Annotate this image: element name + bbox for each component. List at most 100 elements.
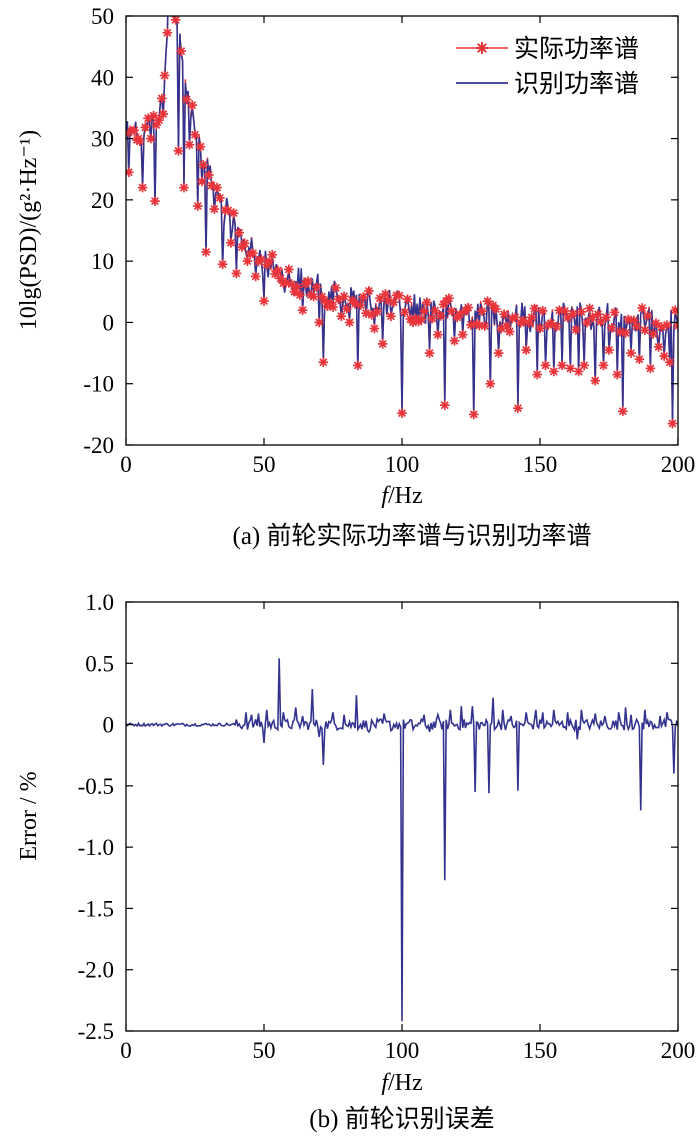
chart-a-ytick-label: -20 <box>83 433 114 458</box>
marker-actual-point <box>466 320 476 330</box>
marker-actual-point <box>314 317 324 328</box>
marker-actual-point <box>435 311 446 321</box>
chart-b-xlabel-var: f <box>381 1070 391 1096</box>
chart-a-axes: 0 50 100 150 200 -20 -10 0 10 20 30 40 50 <box>83 4 695 477</box>
marker-actual-point <box>573 366 584 377</box>
chart-a-xtick-label: 200 <box>661 452 696 477</box>
series-error-line <box>126 658 678 1022</box>
marker-actual-point <box>209 204 220 214</box>
chart-b-ylabel: Error / % <box>16 771 42 860</box>
chart-a-xtick-label: 0 <box>120 452 132 477</box>
marker-actual-point <box>342 303 352 314</box>
chart-a-plot-area <box>126 16 678 429</box>
marker-actual-point <box>318 357 329 368</box>
chart-b-ytick-label: -0.5 <box>78 774 114 799</box>
marker-actual-point <box>369 323 380 334</box>
marker-actual-point <box>292 282 302 292</box>
chart-a-caption: (a) 前轮实际功率谱与识别功率谱 <box>233 522 592 550</box>
marker-actual-point <box>170 16 181 25</box>
marker-actual-point <box>344 317 355 328</box>
marker-actual-point <box>642 310 653 321</box>
marker-actual-point <box>179 182 189 193</box>
marker-actual-point <box>612 369 623 380</box>
marker-actual-point <box>444 293 454 304</box>
marker-actual-point <box>601 312 612 323</box>
chart-a-xlabel-unit: /Hz <box>388 483 423 509</box>
marker-actual-point <box>648 329 658 339</box>
chart-b-ytick-label: 0 <box>103 713 115 738</box>
marker-actual-point <box>606 322 617 333</box>
marker-actual-point <box>499 309 509 320</box>
marker-actual-point <box>584 303 595 314</box>
marker-actual-point <box>504 326 515 337</box>
marker-actual-point <box>446 306 457 317</box>
chart-a-ytick-label: 10 <box>91 249 114 274</box>
marker-actual-point <box>336 311 347 322</box>
marker-actual-point <box>468 409 479 420</box>
marker-actual-point <box>604 345 614 355</box>
marker-actual-point <box>176 46 186 56</box>
marker-actual-point <box>311 282 322 293</box>
marker-actual-point <box>386 311 396 322</box>
marker-actual-point <box>137 182 148 193</box>
chart-b-xtick-label: 150 <box>523 1038 558 1063</box>
marker-actual-point <box>187 100 198 110</box>
marker-actual-point <box>549 366 559 377</box>
marker-actual-point <box>295 290 305 300</box>
marker-actual-point <box>565 363 576 374</box>
marker-actual-point <box>297 305 308 315</box>
marker-actual-point <box>562 312 573 323</box>
chart-b-xlabel: f/Hz <box>381 1070 422 1096</box>
marker-actual-point <box>259 296 269 306</box>
marker-actual-point <box>664 357 675 368</box>
marker-actual-point <box>159 70 170 81</box>
marker-actual-point <box>231 268 242 279</box>
marker-actual-point <box>667 418 678 429</box>
marker-actual-point <box>173 146 184 156</box>
marker-actual-point <box>482 296 493 307</box>
chart-a-xlabel-var: f <box>381 483 391 509</box>
chart-b-xtick-label: 200 <box>661 1038 696 1063</box>
marker-actual-point <box>463 302 474 313</box>
marker-actual-point <box>645 363 656 374</box>
marker-actual-point <box>372 307 382 317</box>
marker-actual-point <box>228 208 239 218</box>
marker-actual-point <box>284 264 294 275</box>
marker-actual-point <box>154 115 164 125</box>
chart-b-xtick-label: 100 <box>385 1038 420 1063</box>
chart-a-ylabel: 10lg(PSD)/(g²·Hz⁻¹) <box>16 130 42 330</box>
marker-actual-point <box>579 360 589 371</box>
chart-a-xlabel: f/Hz <box>381 483 422 509</box>
marker-actual-point <box>303 276 313 286</box>
marker-actual-point <box>422 297 432 308</box>
marker-actual-point <box>662 320 672 330</box>
marker-actual-point <box>150 196 160 206</box>
marker-actual-point <box>540 360 551 371</box>
marker-actual-point <box>399 307 410 318</box>
marker-actual-point <box>626 348 636 358</box>
marker-actual-point <box>433 329 443 340</box>
marker-actual-point <box>201 247 211 257</box>
chart-b-ytick-label: -1.0 <box>78 835 114 860</box>
marker-actual-point <box>212 182 222 193</box>
marker-actual-point <box>197 176 207 187</box>
chart-a-ytick-label: 20 <box>91 188 114 213</box>
marker-actual-point <box>397 408 407 418</box>
chart-b-ytick-label: -1.5 <box>78 896 114 921</box>
marker-actual-point <box>551 321 562 332</box>
marker-actual-point <box>427 313 438 324</box>
chart-a-ytick-label: 0 <box>103 310 115 335</box>
marker-actual-point <box>267 249 278 260</box>
marker-actual-point <box>439 400 450 410</box>
chart-b-xtick-label: 0 <box>120 1038 132 1063</box>
marker-actual-point <box>416 314 427 325</box>
marker-actual-point <box>557 360 567 371</box>
marker-actual-point <box>146 133 156 144</box>
chart-b: 0 50 100 150 200-2.5-2.0-1.5-1.0-0.500.51.0 … <box>16 590 695 1133</box>
chart-a-ytick-label: -10 <box>83 372 114 397</box>
marker-actual-point <box>158 109 169 119</box>
marker-actual-point <box>394 290 405 301</box>
marker-actual-point <box>190 129 200 140</box>
marker-actual-point <box>328 302 338 312</box>
chart-a: 0 50 100 150 200 -20 -10 0 10 20 30 40 50 10lg(PSD)/… <box>16 4 695 550</box>
